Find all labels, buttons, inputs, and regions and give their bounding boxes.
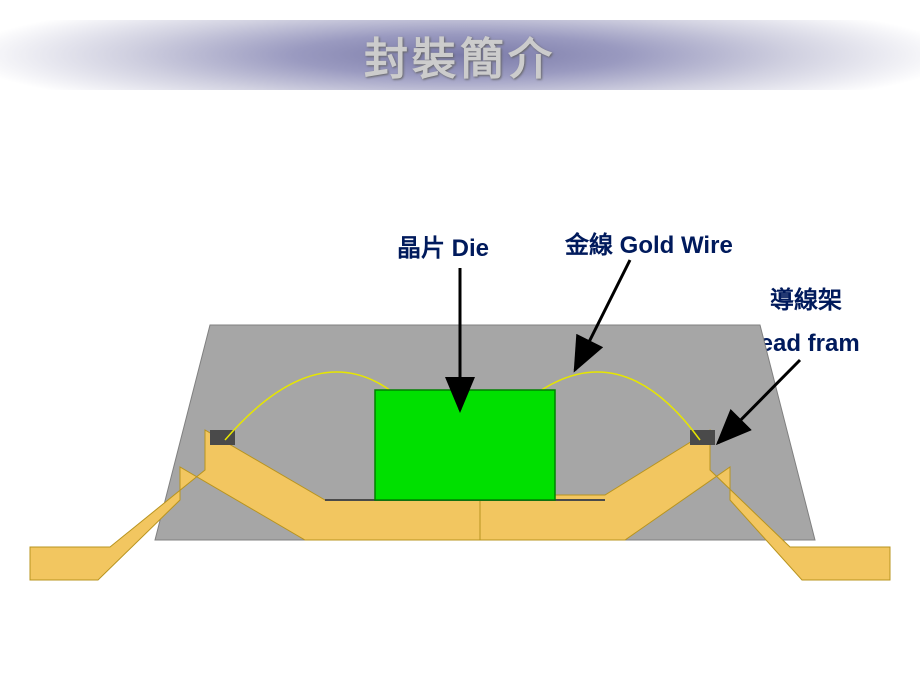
package-diagram [0, 0, 920, 690]
die-chip [375, 390, 555, 500]
